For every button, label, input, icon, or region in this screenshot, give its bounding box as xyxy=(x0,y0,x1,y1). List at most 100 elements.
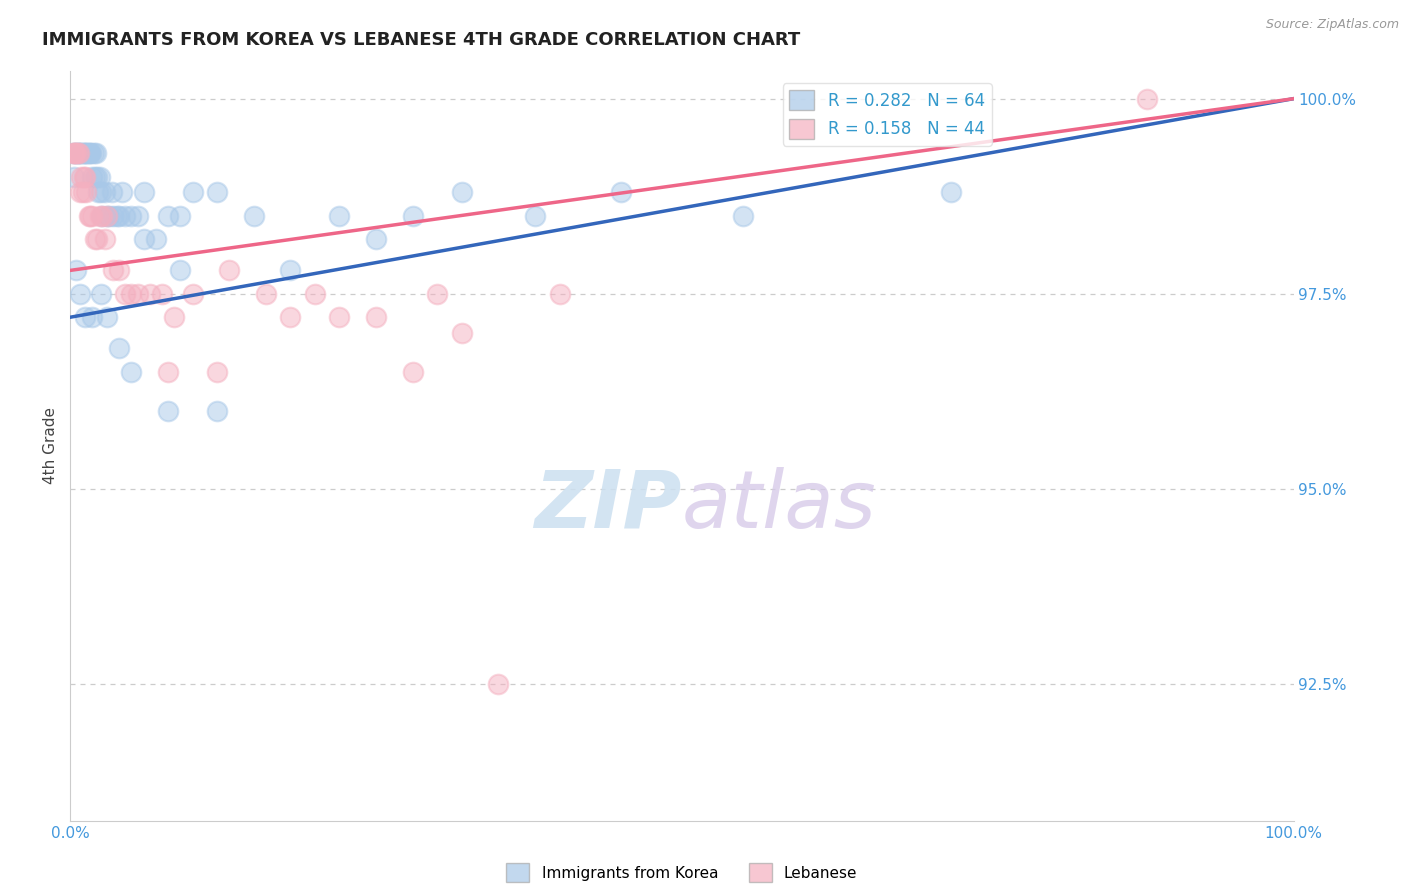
Point xyxy=(181,186,204,200)
Point xyxy=(101,186,124,200)
Point xyxy=(114,286,136,301)
Point xyxy=(163,310,186,325)
Point xyxy=(98,209,121,223)
Point xyxy=(105,209,128,223)
Point xyxy=(91,209,114,223)
Point xyxy=(65,146,87,161)
Point xyxy=(108,263,131,277)
Point xyxy=(62,146,84,161)
Point xyxy=(304,286,326,301)
Point xyxy=(69,286,91,301)
Text: atlas: atlas xyxy=(682,467,877,545)
Point xyxy=(181,286,204,301)
Point xyxy=(96,209,118,223)
Point xyxy=(108,342,131,356)
Text: IMMIGRANTS FROM KOREA VS LEBANESE 4TH GRADE CORRELATION CHART: IMMIGRANTS FROM KOREA VS LEBANESE 4TH GR… xyxy=(42,31,800,49)
Point xyxy=(63,146,86,161)
Legend: Immigrants from Korea, Lebanese: Immigrants from Korea, Lebanese xyxy=(501,857,863,888)
Point xyxy=(84,146,107,161)
Point xyxy=(73,169,96,184)
Point xyxy=(70,169,93,184)
Point xyxy=(73,310,96,325)
Point xyxy=(83,232,105,246)
Point xyxy=(91,209,114,223)
Point xyxy=(132,186,155,200)
Point xyxy=(205,404,228,418)
Point xyxy=(280,263,302,277)
Point xyxy=(87,186,110,200)
Point xyxy=(280,310,302,325)
Point xyxy=(70,146,93,161)
Point xyxy=(79,209,101,223)
Point xyxy=(157,209,180,223)
Point xyxy=(243,209,266,223)
Point xyxy=(1136,92,1159,106)
Point xyxy=(101,263,124,277)
Point xyxy=(90,186,112,200)
Point xyxy=(121,286,143,301)
Y-axis label: 4th Grade: 4th Grade xyxy=(44,408,59,484)
Point xyxy=(132,232,155,246)
Point xyxy=(73,169,96,184)
Point xyxy=(205,365,228,379)
Point xyxy=(93,186,115,200)
Point xyxy=(86,232,108,246)
Point xyxy=(610,186,633,200)
Point xyxy=(72,146,94,161)
Point xyxy=(145,232,167,246)
Point xyxy=(63,146,86,161)
Point xyxy=(93,232,115,246)
Point xyxy=(157,365,180,379)
Point xyxy=(101,209,124,223)
Point xyxy=(90,286,112,301)
Point xyxy=(80,146,103,161)
Text: ZIP: ZIP xyxy=(534,467,682,545)
Point xyxy=(75,146,97,161)
Point xyxy=(121,365,143,379)
Point xyxy=(75,186,97,200)
Point xyxy=(114,209,136,223)
Point xyxy=(524,209,547,223)
Point xyxy=(96,209,118,223)
Point xyxy=(127,286,149,301)
Point xyxy=(402,365,425,379)
Point xyxy=(218,263,240,277)
Point xyxy=(254,286,277,301)
Point xyxy=(402,209,425,223)
Point xyxy=(127,209,149,223)
Point xyxy=(86,169,108,184)
Point xyxy=(328,310,350,325)
Point xyxy=(150,286,173,301)
Point xyxy=(69,186,91,200)
Point xyxy=(450,326,472,340)
Point xyxy=(111,186,134,200)
Point xyxy=(157,404,180,418)
Point xyxy=(73,146,96,161)
Point xyxy=(121,209,143,223)
Point xyxy=(366,310,388,325)
Point xyxy=(62,146,84,161)
Point xyxy=(939,186,962,200)
Point xyxy=(63,169,86,184)
Point xyxy=(77,146,100,161)
Point xyxy=(82,209,104,223)
Point xyxy=(450,186,472,200)
Point xyxy=(76,146,98,161)
Point xyxy=(169,209,191,223)
Point xyxy=(426,286,449,301)
Point xyxy=(548,286,571,301)
Text: Source: ZipAtlas.com: Source: ZipAtlas.com xyxy=(1265,18,1399,31)
Point xyxy=(83,169,105,184)
Point xyxy=(139,286,162,301)
Point xyxy=(67,146,90,161)
Point xyxy=(96,310,118,325)
Point xyxy=(72,186,94,200)
Point xyxy=(82,169,104,184)
Point xyxy=(89,209,111,223)
Point xyxy=(83,146,105,161)
Point xyxy=(66,146,89,161)
Point xyxy=(67,146,90,161)
Point xyxy=(108,209,131,223)
Point xyxy=(73,146,96,161)
Point xyxy=(328,209,350,223)
